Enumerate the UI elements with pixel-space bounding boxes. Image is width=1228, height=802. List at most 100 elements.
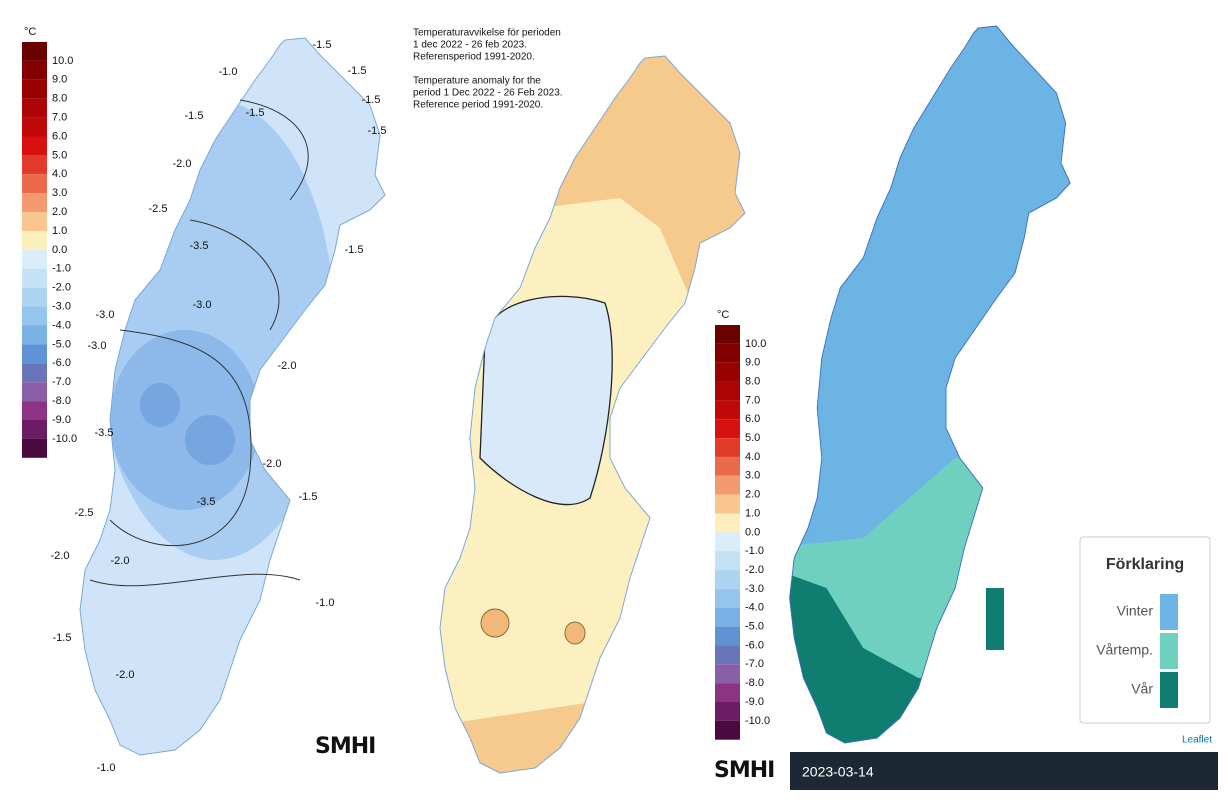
contour-label: -1.5	[345, 244, 364, 256]
legend-unit: °C	[717, 309, 729, 321]
legend-label: 4.0	[52, 168, 67, 180]
legend-unit: °C	[24, 26, 36, 38]
contour-label: -1.5	[53, 632, 72, 644]
logo: SMHI	[714, 758, 774, 783]
contour-label: -1.5	[299, 491, 318, 503]
contour-label: -2.0	[278, 360, 297, 372]
legend-label: -1.0	[52, 263, 71, 275]
caption-line: Temperature anomaly for the	[413, 76, 541, 87]
legend-swatch	[22, 287, 47, 307]
legend-label: -7.0	[745, 658, 764, 670]
legend-label: -7.0	[52, 376, 71, 388]
legend-label: -1.0	[745, 545, 764, 557]
legend-swatch	[715, 588, 740, 608]
legend-swatch	[1160, 594, 1178, 630]
legend-swatch	[715, 419, 740, 439]
contour-label: -1.5	[368, 125, 387, 137]
legend-swatch	[22, 98, 47, 118]
contour-label: -3.0	[193, 299, 212, 311]
legend-title: Förklaring	[1106, 556, 1184, 573]
legend-label: 6.0	[52, 130, 67, 142]
caption-line: period 1 Dec 2022 - 26 Feb 2023.	[413, 88, 563, 99]
contour-label: -1.0	[219, 66, 238, 78]
legend-label: -3.0	[52, 301, 71, 313]
legend-swatch	[715, 570, 740, 589]
legend-label: -3.0	[745, 583, 764, 595]
legend-swatch	[715, 683, 740, 702]
legend-label: 1.0	[52, 225, 67, 237]
legend-label: 9.0	[745, 357, 760, 369]
contour-label: -3.5	[190, 240, 209, 252]
legend-swatch	[1160, 633, 1178, 669]
legend-label: 10.0	[745, 338, 766, 350]
legend-swatch	[22, 212, 47, 231]
legend-item: Vinter	[1117, 603, 1154, 619]
legend-label: -8.0	[52, 395, 71, 407]
legend-label: 1.0	[745, 507, 760, 519]
legend-swatch	[715, 343, 740, 363]
legend-label: 7.0	[52, 112, 67, 124]
legend-swatch	[22, 193, 47, 213]
contour-label: -1.5	[348, 65, 367, 77]
legend-swatch	[715, 551, 740, 571]
legend-swatch	[22, 306, 47, 326]
legend-swatch	[22, 382, 47, 402]
legend-swatch	[715, 475, 740, 495]
legend-swatch	[715, 607, 740, 627]
right-map	[789, 25, 1071, 744]
legend-label: 2.0	[745, 489, 760, 501]
legend-label: -2.0	[745, 564, 764, 576]
contour-label: -2.0	[173, 158, 192, 170]
legend-swatch	[715, 494, 740, 514]
contour-label: -2.5	[75, 507, 94, 519]
contour-label: -2.0	[51, 550, 70, 562]
legend-label: -5.0	[52, 338, 71, 350]
legend-label: 9.0	[52, 74, 67, 86]
legend-swatch	[22, 268, 47, 288]
legend-label: 2.0	[52, 206, 67, 218]
contour-label: -2.5	[149, 203, 168, 215]
attribution[interactable]: Leaflet	[1182, 735, 1212, 746]
legend-label: -9.0	[52, 414, 71, 426]
legend-label: 3.0	[745, 470, 760, 482]
legend-label: 0.0	[745, 526, 760, 538]
contour-label: -2.0	[111, 555, 130, 567]
legend-label: 5.0	[52, 149, 67, 161]
legend-swatch	[715, 456, 740, 476]
middle-map	[439, 55, 746, 774]
date-bar	[790, 752, 1218, 790]
caption-line: Temperaturavvikelse för perioden	[413, 28, 561, 39]
legend-swatch	[22, 363, 47, 383]
legend-swatch	[22, 117, 47, 137]
legend-swatch	[22, 325, 47, 345]
legend-label: -9.0	[745, 696, 764, 708]
legend-swatch	[715, 532, 740, 552]
contour-label: -2.0	[263, 458, 282, 470]
legend-swatch	[715, 513, 740, 533]
caption-line: Referensperiod 1991-2020.	[413, 52, 535, 63]
contour-label: -2.0	[116, 669, 135, 681]
legend-label: 4.0	[745, 451, 760, 463]
legend-item: Vår	[1131, 681, 1153, 697]
legend-swatch	[22, 155, 47, 175]
legend-label: -10.0	[745, 715, 770, 727]
legend-swatch	[715, 381, 740, 401]
legend-swatch	[715, 720, 740, 740]
legend-swatch	[715, 645, 740, 665]
legend-label: -5.0	[745, 621, 764, 633]
contour-label: -1.5	[362, 94, 381, 106]
legend-swatch	[22, 79, 47, 99]
legend-swatch	[715, 438, 740, 457]
legend-label: -4.0	[52, 319, 71, 331]
legend-label: -2.0	[52, 282, 71, 294]
legend-label: 8.0	[745, 375, 760, 387]
contour-label: -1.0	[97, 762, 116, 774]
legend-label: 3.0	[52, 187, 67, 199]
legend-swatch	[22, 174, 47, 194]
legend-label: 8.0	[52, 93, 67, 105]
island	[986, 588, 1004, 650]
legend-swatch	[715, 702, 740, 721]
legend-label: -4.0	[745, 602, 764, 614]
